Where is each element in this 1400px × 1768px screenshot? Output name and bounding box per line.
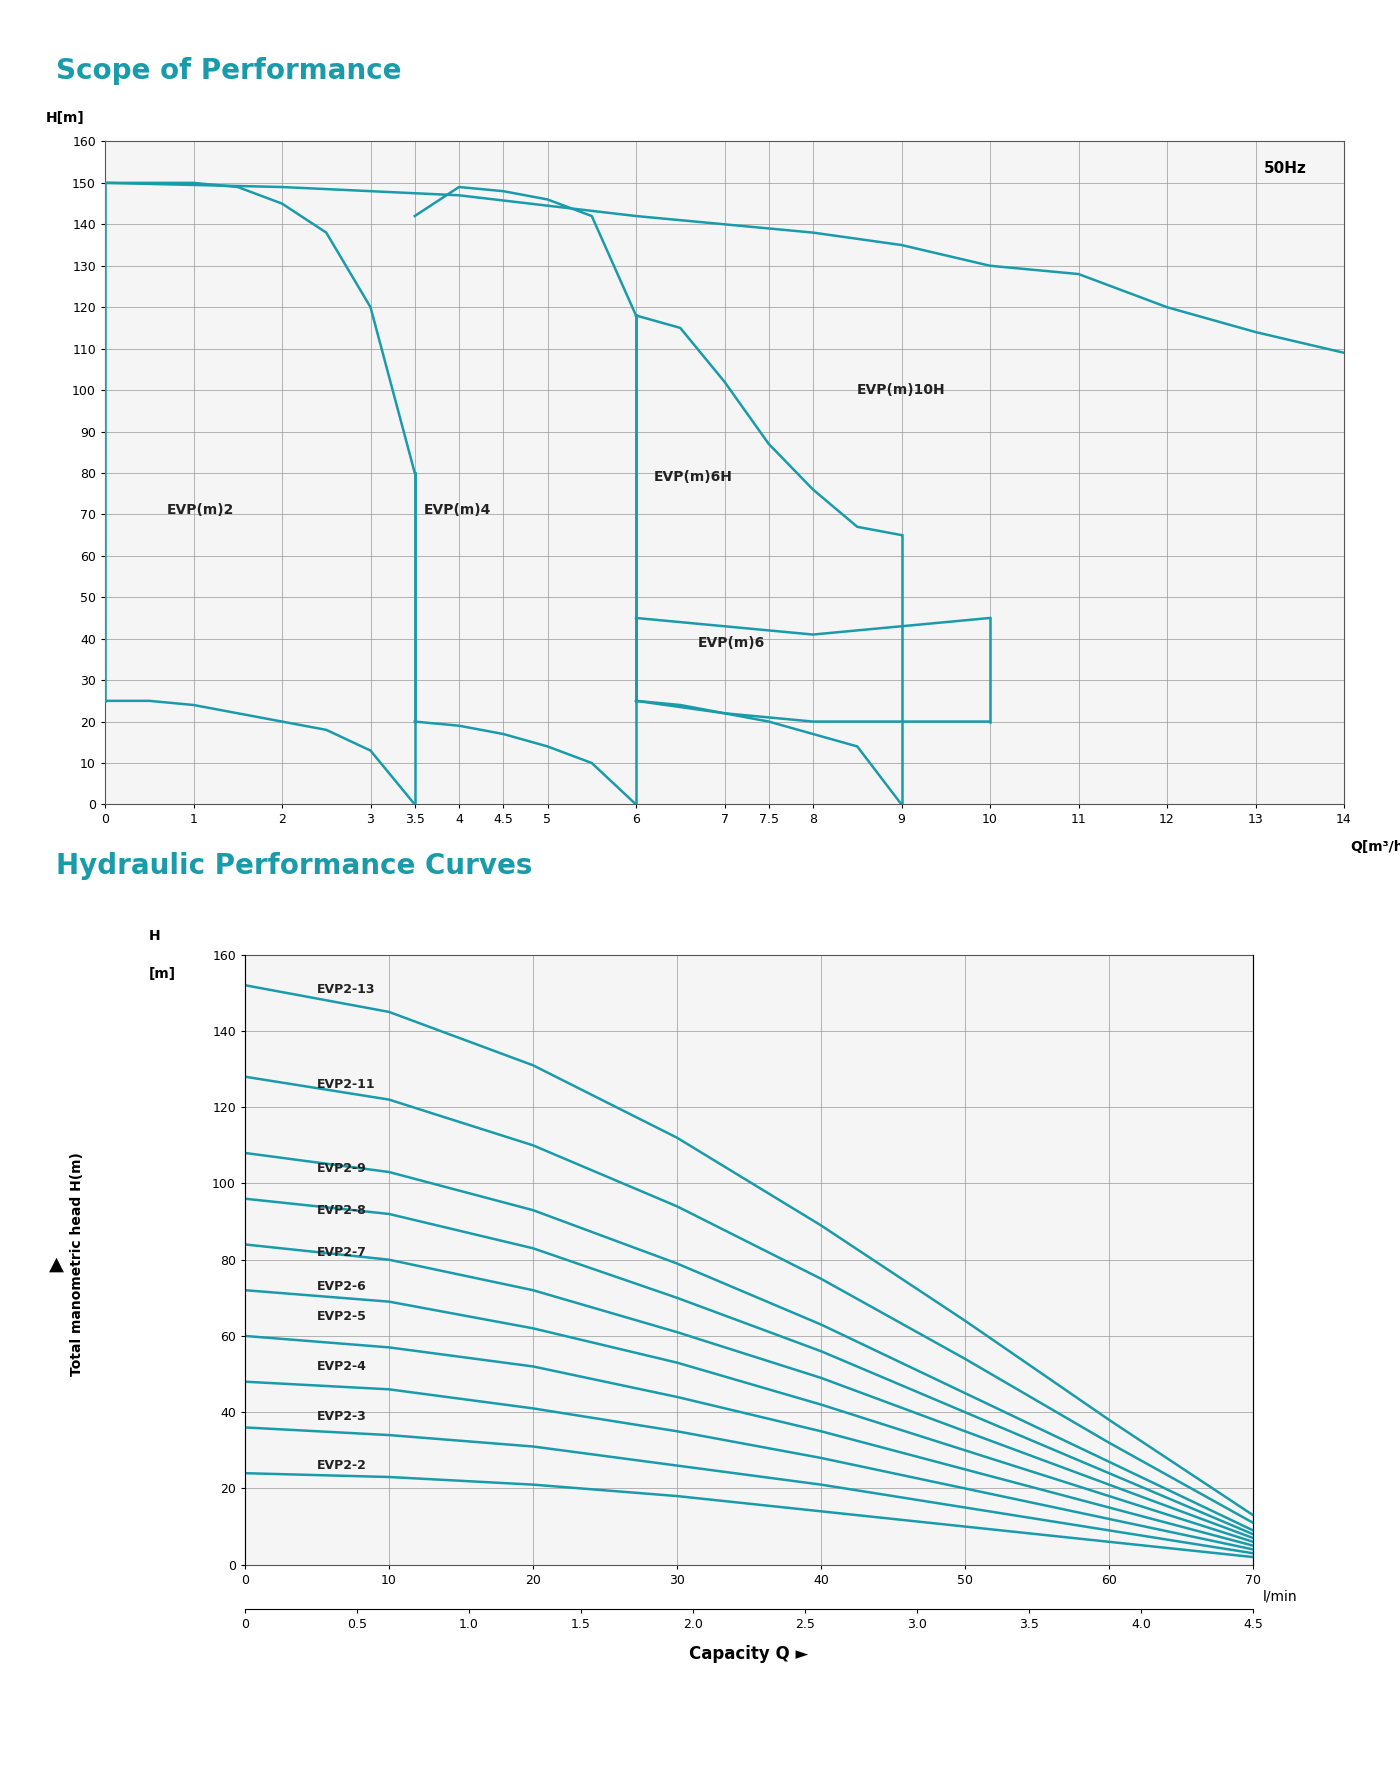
Text: Scope of Performance: Scope of Performance (56, 57, 402, 85)
Text: H: H (150, 928, 161, 942)
Text: Q[m³/h]: Q[m³/h] (1350, 840, 1400, 854)
Text: EVP2-5: EVP2-5 (316, 1310, 367, 1324)
X-axis label: Capacity Q ►: Capacity Q ► (689, 1644, 809, 1664)
Text: [m]: [m] (150, 967, 176, 981)
Text: ▲: ▲ (49, 1255, 63, 1273)
Text: Total manometric head H(m): Total manometric head H(m) (70, 1153, 84, 1376)
Text: EVP2-2: EVP2-2 (316, 1459, 367, 1473)
Text: EVP2-8: EVP2-8 (316, 1204, 367, 1216)
Text: EVP2-7: EVP2-7 (316, 1246, 367, 1259)
Text: EVP(m)2: EVP(m)2 (167, 504, 234, 518)
Text: EVP(m)10H: EVP(m)10H (857, 384, 946, 398)
Text: l/min: l/min (1263, 1589, 1298, 1604)
Text: EVP(m)6: EVP(m)6 (699, 636, 766, 651)
Text: H[m]: H[m] (46, 111, 84, 126)
Text: EVP2-9: EVP2-9 (316, 1162, 367, 1174)
Text: EVP(m)6H: EVP(m)6H (654, 470, 732, 484)
Text: EVP(m)4: EVP(m)4 (424, 504, 491, 518)
Text: 50Hz: 50Hz (1264, 161, 1306, 177)
Text: EVP2-4: EVP2-4 (316, 1360, 367, 1374)
Text: EVP2-3: EVP2-3 (316, 1409, 367, 1423)
Text: EVP2-13: EVP2-13 (316, 983, 375, 995)
Text: Hydraulic Performance Curves: Hydraulic Performance Curves (56, 852, 532, 880)
Text: EVP2-11: EVP2-11 (316, 1078, 375, 1091)
Text: EVP2-6: EVP2-6 (316, 1280, 367, 1292)
